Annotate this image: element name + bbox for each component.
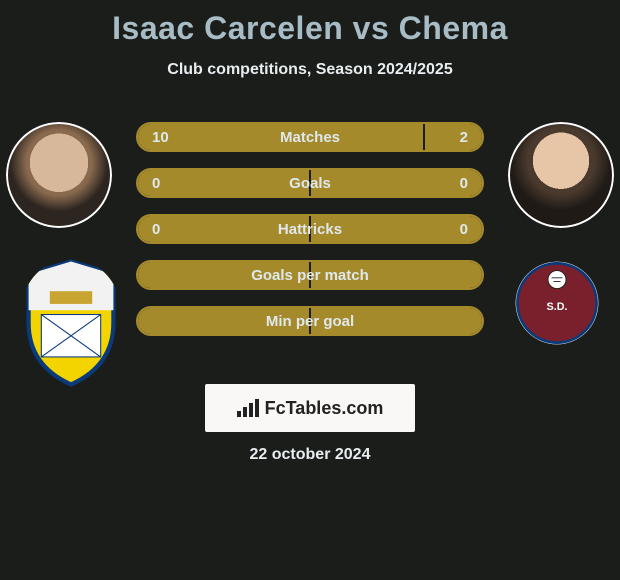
bar-label: Hattricks — [138, 216, 482, 242]
bar-label: Goals — [138, 170, 482, 196]
bar-value-left: 0 — [152, 216, 160, 242]
svg-text:S.D.: S.D. — [547, 301, 568, 313]
stat-bar: Hattricks0 0 — [136, 214, 484, 244]
stat-bar: Min per goal — [136, 306, 484, 336]
club-left-crest — [18, 258, 124, 388]
bar-value-left: 0 — [152, 170, 160, 196]
bar-label: Goals per match — [138, 262, 482, 288]
face-icon — [6, 122, 112, 228]
subtitle: Club competitions, Season 2024/2025 — [0, 61, 620, 79]
bar-label: Min per goal — [138, 308, 482, 334]
bar-value-right: 0 — [460, 170, 468, 196]
date-text: 22 october 2024 — [0, 446, 620, 464]
stat-bar: Goals0 0 — [136, 168, 484, 198]
stat-bar: Matches10 2 — [136, 122, 484, 152]
player-right-avatar — [508, 122, 614, 228]
bar-value-left: 10 — [152, 124, 169, 150]
shield-icon — [18, 258, 124, 388]
comparison-bars: Matches102Goals00Hattricks00Goals per ma… — [136, 122, 484, 352]
page-title: Isaac Carcelen vs Chema — [0, 0, 620, 47]
face-icon — [508, 122, 614, 228]
badge-icon: S.D. — [512, 258, 602, 348]
player-left-avatar — [6, 122, 112, 228]
chart-icon — [237, 399, 259, 417]
bar-value-right: 2 — [460, 124, 468, 150]
bar-value-right: 0 — [460, 216, 468, 242]
bar-label: Matches — [138, 124, 482, 150]
club-right-crest: S.D. — [512, 258, 602, 348]
stat-bar: Goals per match — [136, 260, 484, 290]
logo-box: FcTables.com — [205, 384, 415, 432]
logo-text: FcTables.com — [265, 398, 384, 419]
